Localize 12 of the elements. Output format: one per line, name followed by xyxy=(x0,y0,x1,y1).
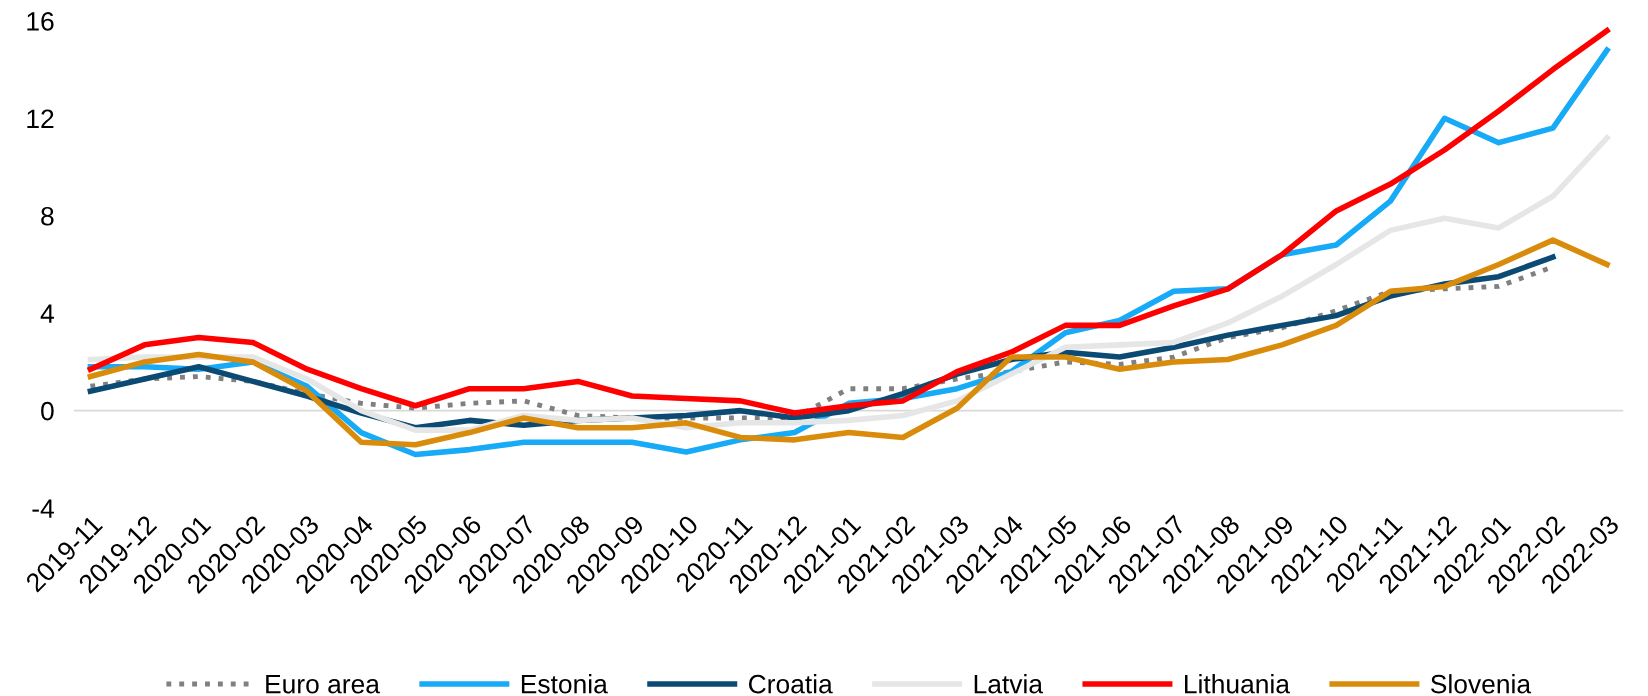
y-tick-label: 4 xyxy=(40,304,54,323)
legend-label: Estonia xyxy=(521,674,608,694)
legend-label: Lithuania xyxy=(1185,674,1290,694)
y-tick-label: 12 xyxy=(27,109,54,128)
legend-label: Latvia xyxy=(974,674,1043,694)
legend-label: Slovenia xyxy=(1431,674,1532,694)
legend-label: Euro area xyxy=(266,675,380,694)
y-tick-label: 8 xyxy=(41,206,54,226)
y-tick-label: 16 xyxy=(27,12,54,31)
y-tick-label: -4 xyxy=(32,499,54,518)
legend-label: Croatia xyxy=(748,674,833,694)
y-tick-label: 0 xyxy=(41,401,54,421)
